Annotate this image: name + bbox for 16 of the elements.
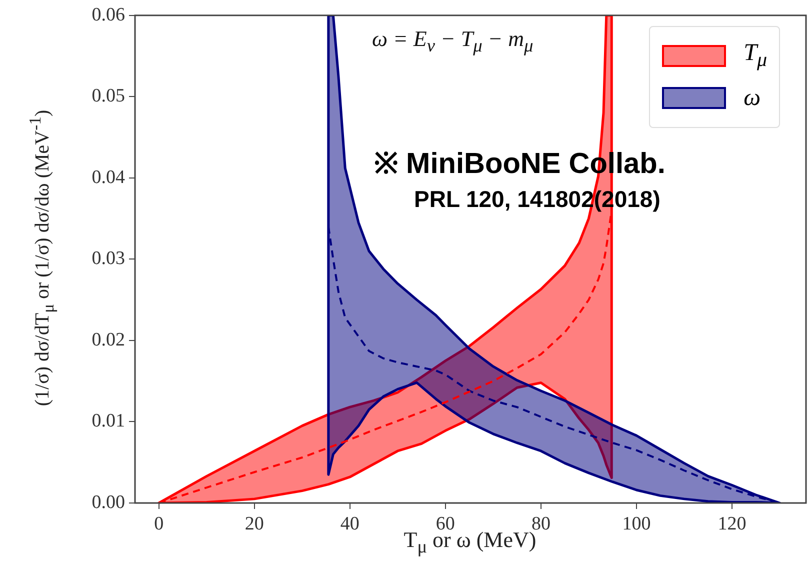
legend-label: T$_{μ}$ (744, 40, 767, 72)
x-tick-label: 80 (531, 513, 550, 534)
y-tick-label: 0.03 (92, 248, 125, 270)
y-tick-label: 0.04 (92, 166, 126, 188)
y-tick-label: 0.06 (92, 4, 125, 26)
x-tick-label: 0 (154, 513, 164, 534)
x-tick-label: 100 (622, 513, 651, 534)
y-tick-label: 0.01 (92, 410, 125, 432)
y-tick-label: 0.02 (92, 329, 125, 350)
legend-label: ω (744, 84, 761, 112)
y-tick-label: 0.05 (92, 86, 125, 107)
x-tick-label: 20 (244, 513, 264, 534)
x-tick-label: 120 (718, 513, 746, 534)
y-tick-label: 0.00 (92, 492, 125, 513)
x-tick-label: 40 (340, 513, 360, 534)
annotation: ω = E$_{ν}$ − T$_{μ}$ − m$_{μ}$ (372, 26, 534, 56)
